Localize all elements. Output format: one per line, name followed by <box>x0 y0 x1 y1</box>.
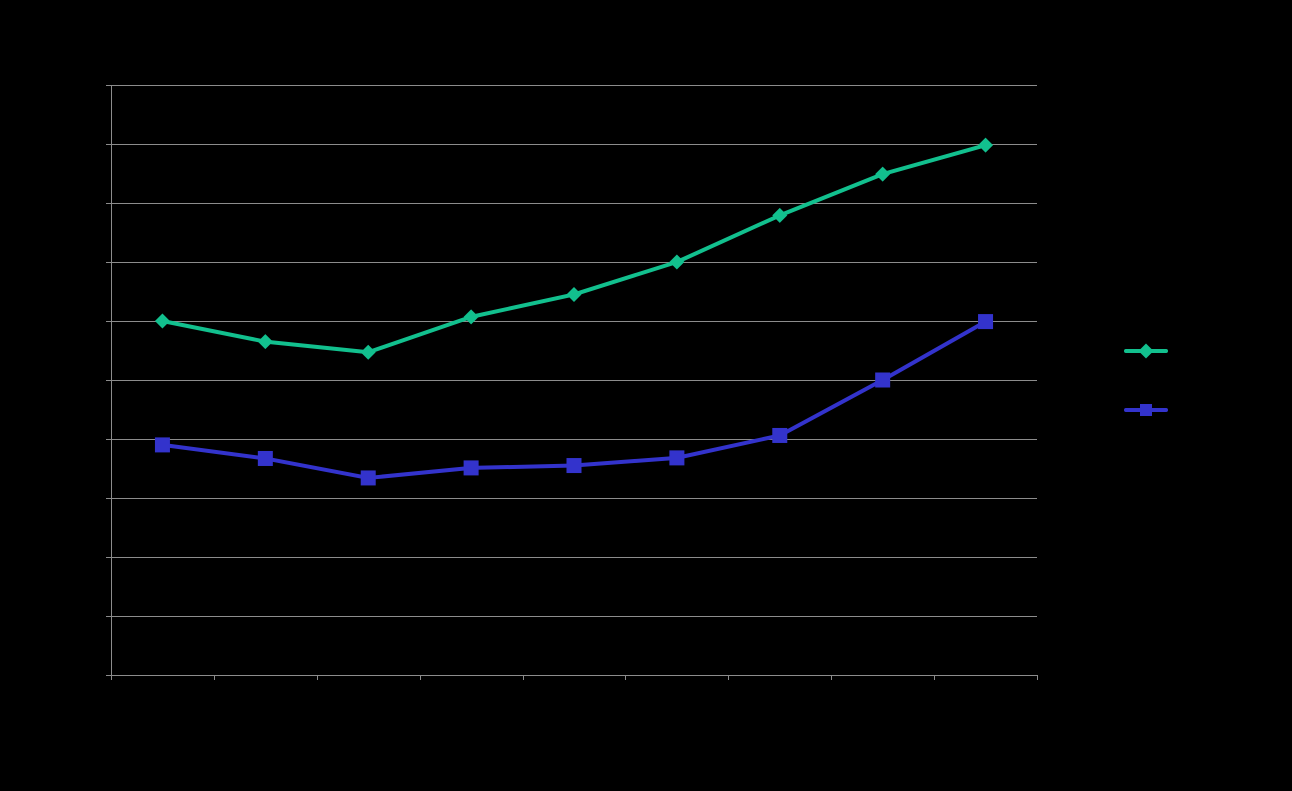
square-marker <box>360 470 376 486</box>
diamond-marker <box>257 334 273 350</box>
legend-entry-1 <box>1124 343 1168 359</box>
plot-area <box>154 137 994 486</box>
series-2 <box>154 314 994 486</box>
diamond-marker <box>360 344 376 360</box>
square-marker <box>257 450 273 466</box>
diamond-marker <box>978 137 994 153</box>
legend-entry-2 <box>1124 404 1168 416</box>
square-marker <box>566 458 582 474</box>
diamond-marker <box>566 286 582 302</box>
square-marker <box>978 314 994 330</box>
series-1 <box>154 137 994 360</box>
legend-diamond-marker <box>1138 343 1154 359</box>
axes <box>106 85 1038 680</box>
diamond-marker <box>463 309 479 325</box>
square-marker <box>875 372 891 388</box>
legend-square-marker <box>1140 404 1152 416</box>
diamond-marker <box>875 166 891 182</box>
diamond-marker <box>669 254 685 270</box>
square-marker <box>463 460 479 476</box>
gridlines <box>111 85 1037 617</box>
square-marker <box>669 450 685 466</box>
square-marker <box>772 427 788 443</box>
diamond-marker <box>154 313 170 329</box>
square-marker <box>154 437 170 453</box>
diamond-marker <box>772 207 788 223</box>
legend <box>1124 343 1168 416</box>
